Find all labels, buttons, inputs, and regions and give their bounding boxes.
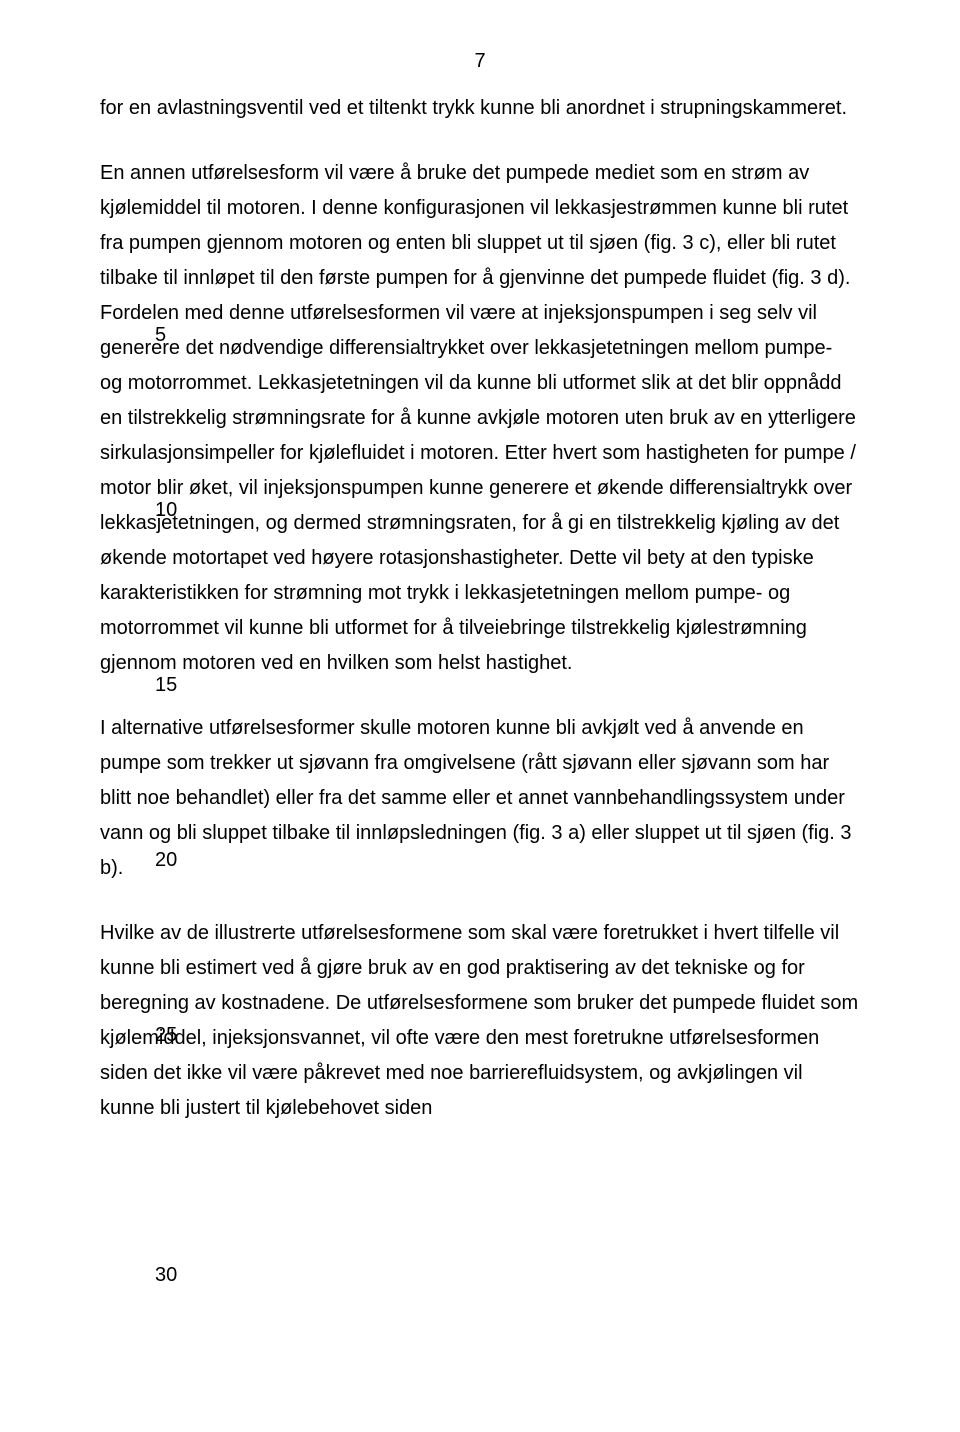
line-number-15: 15 [155,668,177,703]
paragraph-1: for en avlastningsventil ved et tiltenkt… [100,91,860,126]
line-number-30: 30 [155,1258,177,1293]
line-number-10: 10 [155,493,177,528]
body-text: for en avlastningsventil ved et tiltenkt… [100,91,860,1126]
content-column: 5 10 15 20 25 30 for en avlastningsventi… [100,91,860,1126]
paragraph-4: Hvilke av de illustrerte utførelsesforme… [100,916,860,1126]
line-number-25: 25 [155,1018,177,1053]
document-page: 7 5 10 15 20 25 30 for en avlastningsven… [0,0,960,1432]
paragraph-2: En annen utførelsesform vil være å bruke… [100,156,860,681]
paragraph-3: I alternative utførelsesformer skulle mo… [100,711,860,886]
page-number: 7 [100,50,860,73]
line-number-5: 5 [155,318,166,353]
line-number-20: 20 [155,843,177,878]
